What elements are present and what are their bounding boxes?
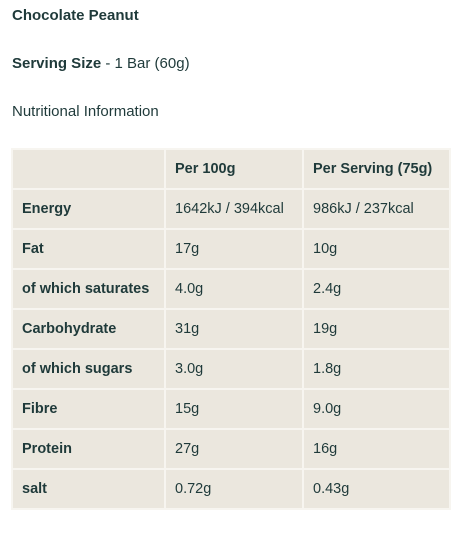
per-100g-value: 27g [164, 428, 304, 470]
nutrient-label: Protein [11, 428, 166, 470]
per-100g-value: 1642kJ / 394kcal [164, 188, 304, 230]
column-header-per-100g: Per 100g [164, 148, 304, 190]
table-row: salt 0.72g 0.43g [11, 468, 451, 510]
per-serving-value: 10g [302, 228, 451, 270]
per-serving-value: 2.4g [302, 268, 451, 310]
nutrient-label: salt [11, 468, 166, 510]
table-row: Fibre 15g 9.0g [11, 388, 451, 430]
per-100g-value: 4.0g [164, 268, 304, 310]
nutrient-label: Fat [11, 228, 166, 270]
per-100g-value: 17g [164, 228, 304, 270]
nutrition-table: Per 100g Per Serving (75g) Energy 1642kJ… [11, 148, 451, 510]
per-serving-value: 16g [302, 428, 451, 470]
per-serving-value: 986kJ / 237kcal [302, 188, 451, 230]
table-row: of which saturates 4.0g 2.4g [11, 268, 451, 310]
per-serving-value: 0.43g [302, 468, 451, 510]
per-100g-value: 3.0g [164, 348, 304, 390]
product-name: Chocolate Peanut [12, 7, 139, 24]
table-header-row: Per 100g Per Serving (75g) [11, 148, 451, 190]
serving-size-label: Serving Size [12, 55, 102, 72]
table-row: of which sugars 3.0g 1.8g [11, 348, 451, 390]
table-row: Energy 1642kJ / 394kcal 986kJ / 237kcal [11, 188, 451, 230]
nutrient-label: Fibre [11, 388, 166, 430]
nutrient-label: Energy [11, 188, 166, 230]
nutrition-heading: Nutritional Information [12, 103, 159, 120]
column-header-nutrient [11, 148, 166, 190]
nutrient-label: of which sugars [11, 348, 166, 390]
per-100g-value: 31g [164, 308, 304, 350]
per-100g-value: 15g [164, 388, 304, 430]
per-serving-value: 9.0g [302, 388, 451, 430]
column-header-per-serving: Per Serving (75g) [302, 148, 451, 190]
serving-size: Serving Size - 1 Bar (60g) [12, 54, 190, 74]
serving-size-value: - 1 Bar (60g) [101, 55, 190, 72]
table-row: Protein 27g 16g [11, 428, 451, 470]
nutrient-label: Carbohydrate [11, 308, 166, 350]
nutrient-label: of which saturates [11, 268, 166, 310]
table-row: Fat 17g 10g [11, 228, 451, 270]
per-serving-value: 1.8g [302, 348, 451, 390]
per-serving-value: 19g [302, 308, 451, 350]
table-row: Carbohydrate 31g 19g [11, 308, 451, 350]
per-100g-value: 0.72g [164, 468, 304, 510]
